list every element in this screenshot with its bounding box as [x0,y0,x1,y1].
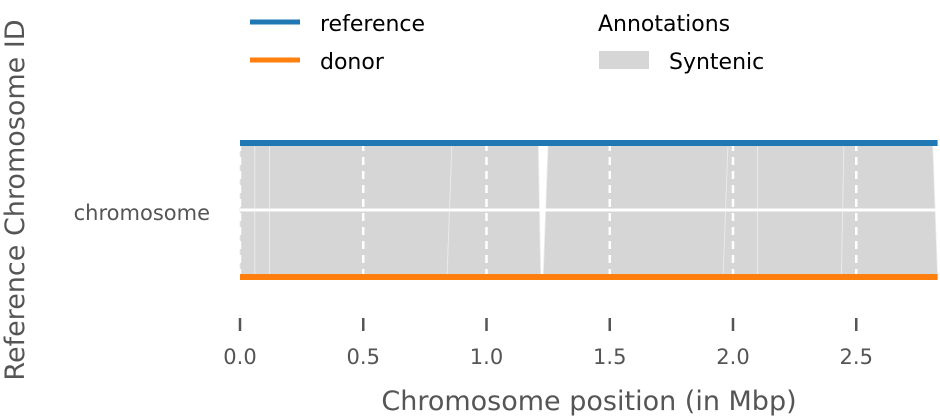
y-axis-label: Reference Chromosome ID [0,19,31,380]
legend-syntenic-swatch [599,51,649,69]
legend-syntenic-label: Syntenic [669,50,764,75]
x-axis-ticks: 0.0 0.5 1.0 1.5 2.0 2.5 [223,318,873,369]
y-category-label: chromosome [74,201,210,225]
x-tick-label: 2.0 [716,345,749,369]
legend-reference-label: reference [320,12,425,37]
x-tick-label: 1.0 [470,345,503,369]
legend-annotations-title: Annotations [598,12,730,37]
legend-donor-label: donor [320,50,385,75]
x-tick-label: 0.5 [347,345,380,369]
legend: reference donor Annotations Syntenic [250,12,764,75]
x-tick-label: 1.5 [593,345,626,369]
x-axis-label: Chromosome position (in Mbp) [381,386,796,417]
x-tick-label: 2.5 [840,345,873,369]
x-tick-label: 0.0 [223,345,256,369]
